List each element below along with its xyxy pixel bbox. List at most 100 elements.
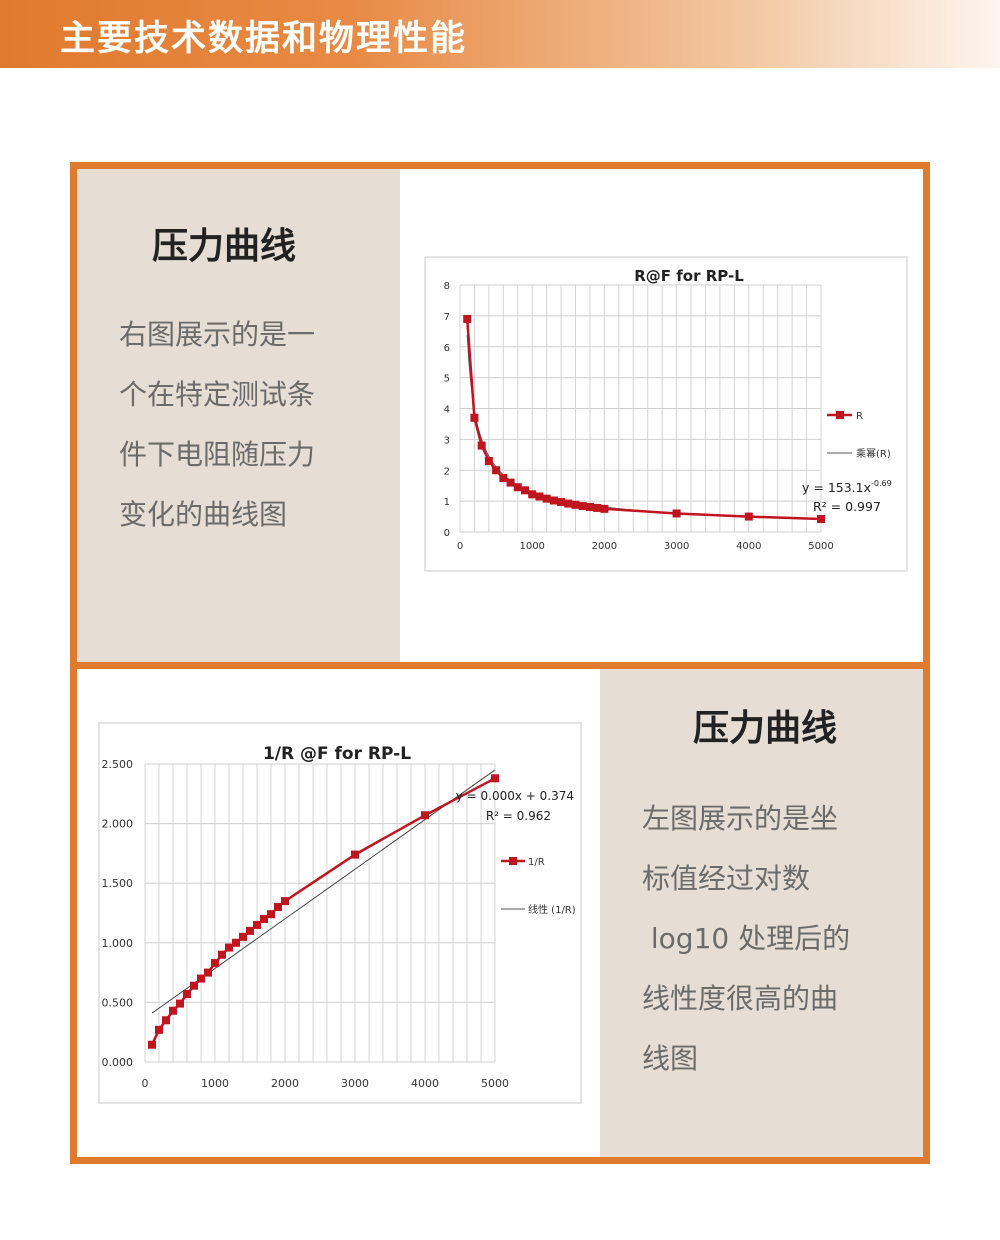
data-point — [148, 1040, 156, 1049]
data-point — [463, 314, 472, 323]
data-point — [672, 509, 681, 518]
resistance-force-chart: R@F for RP-L 0 1 2 3 4 5 6 7 8 0 1000 2000 3000 4000 5… — [424, 256, 908, 572]
chart1-legend: R 乘幂(R) — [827, 411, 891, 460]
chart2-legend-trend: 线性 (1/R) — [528, 903, 576, 916]
x-tick-label: 3000 — [664, 541, 689, 552]
x-tick-label: 3000 — [341, 1077, 369, 1090]
y-tick-label: 8 — [444, 281, 450, 292]
chart2-legend-marker — [509, 857, 517, 865]
y-tick-label: 1 — [444, 497, 450, 508]
chart2-tick-labels: 0.000 0.500 1.000 1.500 2.000 2.500 0 1000 2000 3… — [102, 758, 510, 1090]
chart2-legend: 1/R 线性 (1/R) — [501, 857, 576, 916]
data-point — [470, 413, 479, 422]
section2-line-3: log10 处理后的 — [642, 922, 851, 955]
y-tick-label: 0.500 — [102, 996, 134, 1009]
section1-title: 压力曲线 — [152, 226, 297, 267]
chart1-title: R@F for RP-L — [634, 267, 744, 285]
section2-line-4: 线性度很高的曲 — [642, 982, 839, 1015]
data-point — [211, 959, 219, 968]
data-point — [218, 950, 226, 959]
section2-title: 压力曲线 — [693, 708, 838, 749]
data-point — [513, 483, 522, 492]
chart1-tick-labels: 0 1 2 3 4 5 6 7 8 0 1000 2000 3000 4000 5000 — [444, 281, 834, 552]
section1-line-1: 右图展示的是一 — [119, 318, 316, 351]
data-point — [492, 466, 501, 475]
y-tick-label: 7 — [444, 312, 450, 323]
data-point — [557, 498, 566, 507]
chart2-equation: y = 0.000x + 0.374 — [456, 789, 574, 803]
data-point — [477, 441, 486, 450]
data-point — [600, 504, 609, 513]
data-point — [267, 910, 275, 919]
y-tick-label: 5 — [444, 374, 450, 385]
data-point — [239, 932, 247, 941]
data-point — [204, 968, 212, 977]
data-point — [542, 494, 551, 503]
data-point — [183, 990, 191, 999]
data-point — [351, 850, 359, 859]
y-tick-label: 6 — [444, 343, 450, 354]
data-point — [421, 811, 429, 820]
y-tick-label: 0 — [444, 528, 450, 539]
y-tick-label: 1.500 — [102, 877, 134, 890]
section2-line-1: 左图展示的是坐 — [642, 802, 839, 835]
data-point — [549, 496, 558, 505]
x-tick-label: 2000 — [271, 1077, 299, 1090]
data-point — [593, 503, 602, 512]
data-point — [578, 502, 587, 511]
data-point — [491, 774, 499, 783]
y-tick-label: 3 — [444, 435, 450, 446]
y-tick-label: 2 — [444, 466, 450, 477]
data-point — [281, 897, 289, 906]
chart2-r-squared: R² = 0.962 — [486, 809, 551, 823]
chart2-series — [148, 774, 499, 1049]
x-tick-label: 4000 — [736, 541, 761, 552]
data-point — [484, 456, 493, 465]
x-tick-label: 4000 — [411, 1077, 439, 1090]
y-tick-label: 4 — [444, 405, 450, 416]
chart1-frame — [424, 256, 908, 572]
data-point — [571, 500, 580, 509]
chart2-grid — [144, 763, 496, 1063]
data-point — [225, 943, 233, 952]
section1-line-4: 变化的曲线图 — [119, 498, 288, 531]
data-point — [274, 903, 282, 912]
y-tick-label: 2.500 — [102, 758, 134, 771]
data-point — [260, 914, 268, 923]
data-point — [155, 1025, 163, 1034]
chart2-legend-series: 1/R — [528, 857, 545, 868]
x-tick-label: 0 — [142, 1077, 149, 1090]
data-point — [564, 499, 573, 508]
content-frame: 压力曲线 右图展示的是一 个在特定测试条 件下电阻随压力 变化的曲线图 R@F … — [70, 162, 930, 1164]
section1-text-panel: 压力曲线 右图展示的是一 个在特定测试条 件下电阻随压力 变化的曲线图 — [77, 169, 400, 662]
x-tick-label: 5000 — [481, 1077, 509, 1090]
chart1-grid — [459, 284, 822, 533]
data-point — [499, 473, 508, 482]
section2-line-5: 线图 — [642, 1042, 699, 1075]
data-point — [817, 515, 825, 524]
data-point — [197, 974, 205, 983]
x-tick-label: 2000 — [592, 541, 617, 552]
data-point — [169, 1006, 177, 1015]
y-tick-label: 0.000 — [102, 1056, 134, 1069]
chart2-title: 1/R @F for RP-L — [263, 744, 411, 764]
chart1-series — [463, 314, 825, 524]
y-tick-label: 1.000 — [102, 937, 134, 950]
data-point — [232, 938, 240, 947]
y-tick-label: 2.000 — [102, 818, 134, 831]
chart1-legend-trend: 乘幂(R) — [856, 448, 891, 460]
data-point — [535, 492, 544, 501]
chart1-r-squared: R² = 0.997 — [813, 499, 881, 514]
section2-line-2: 标值经过对数 — [642, 862, 811, 895]
x-tick-label: 1000 — [201, 1077, 229, 1090]
data-point — [520, 486, 529, 495]
chart1-legend-marker — [836, 411, 844, 419]
section-divider — [77, 662, 923, 669]
data-point — [744, 512, 753, 521]
data-point — [190, 981, 198, 990]
chart2-frame — [98, 722, 582, 1104]
data-point — [528, 490, 537, 499]
chart1-equation: y = 153.1x-0.69 — [802, 479, 892, 495]
chart1-legend-series: R — [856, 411, 863, 422]
section1-line-3: 件下电阻随压力 — [119, 438, 316, 471]
